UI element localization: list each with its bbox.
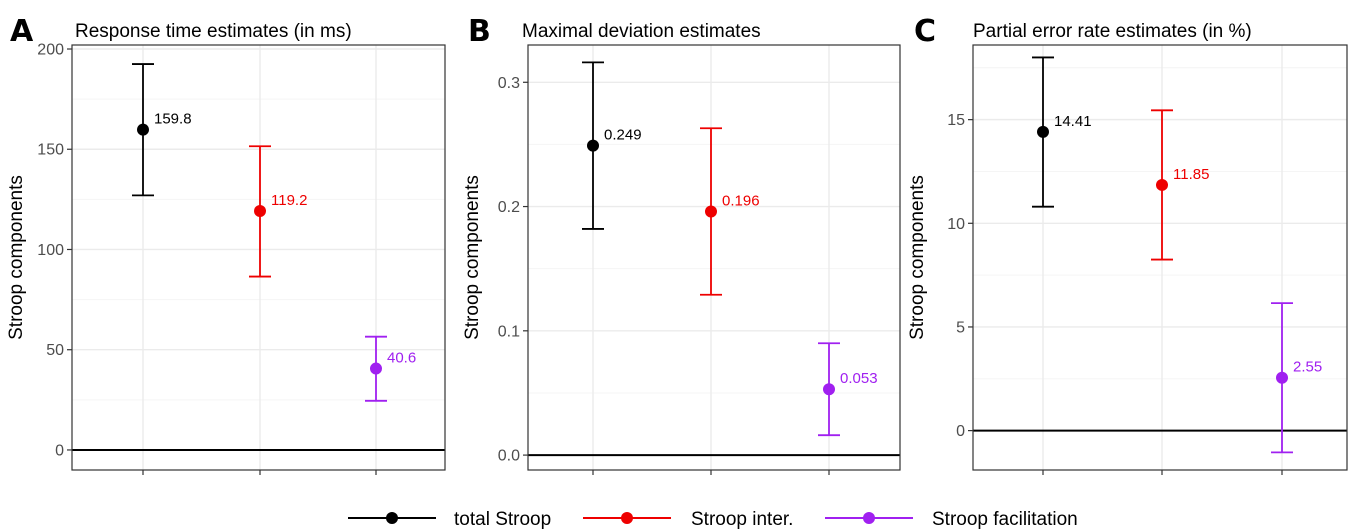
- error-bar-stroop-inter: 119.2: [249, 145, 307, 278]
- panel-letter: B: [468, 14, 491, 49]
- estimate-point: [370, 362, 382, 375]
- legend-key-point: [863, 512, 875, 524]
- estimate-point: [1156, 178, 1168, 191]
- panel-c: 0 5 10 15 14.41 11.85 2.55 C Partial error rate …: [907, 14, 1348, 475]
- error-bar-stroop-facilitation: 40.6: [365, 335, 416, 402]
- panel-border: [972, 44, 1348, 471]
- estimate-point: [137, 123, 149, 136]
- value-label: 11.85: [1173, 166, 1209, 183]
- y-tick-label: 0.2: [498, 199, 520, 216]
- panel-letter: C: [914, 14, 936, 49]
- panel-title: Partial error rate estimates (in %): [973, 21, 1252, 42]
- y-tick-label: 200: [37, 42, 64, 59]
- value-label: 2.55: [1293, 359, 1322, 376]
- y-tick-label: 50: [46, 342, 64, 359]
- y-tick-label: 150: [37, 142, 64, 159]
- value-label: 0.249: [604, 127, 642, 144]
- panel-b: 0.0 0.1 0.2 0.3 0.249 0.196 0.053 B Maximal devi…: [462, 14, 901, 475]
- legend-key-point: [621, 512, 633, 524]
- panel-border: [71, 44, 446, 471]
- y-tick-label: 0: [956, 423, 965, 440]
- value-label: 14.41: [1054, 113, 1092, 130]
- error-bar-total-stroop: 159.8: [132, 63, 192, 197]
- error-bar-total-stroop: 14.41: [1032, 56, 1092, 208]
- estimate-point: [1276, 371, 1288, 384]
- value-label: 40.6: [387, 350, 416, 367]
- y-axis-label: Stroop components: [907, 175, 928, 340]
- legend-key-point: [386, 512, 398, 524]
- y-tick-label: 0.0: [498, 448, 520, 465]
- value-label: 119.2: [271, 192, 307, 209]
- y-tick-label: 5: [956, 319, 965, 336]
- y-tick-label: 100: [37, 242, 64, 259]
- legend-label: Stroop facilitation: [932, 509, 1078, 529]
- legend-item: total Stroop: [348, 509, 551, 529]
- value-label: 0.053: [840, 370, 878, 387]
- panel-title: Response time estimates (in ms): [75, 21, 352, 42]
- y-tick-label: 0.3: [498, 75, 520, 92]
- y-axis-label: Stroop components: [462, 175, 483, 340]
- value-label: 0.196: [722, 193, 760, 210]
- error-bar-stroop-facilitation: 2.55: [1271, 302, 1322, 454]
- y-tick-label: 10: [947, 216, 965, 233]
- error-bar-stroop-inter: 11.85: [1151, 109, 1209, 261]
- panel-title: Maximal deviation estimates: [522, 21, 761, 42]
- error-bar-stroop-inter: 0.196: [700, 127, 760, 296]
- y-tick-label: 0: [55, 442, 64, 459]
- estimate-point: [587, 139, 599, 152]
- y-axis-label: Stroop components: [6, 175, 27, 340]
- panel-a: 0 50 100 150 200 159.8 119.2 40.6 A Response time…: [6, 14, 446, 475]
- panel-letter: A: [10, 14, 34, 49]
- error-bar-total-stroop: 0.249: [582, 61, 642, 230]
- legend-label: total Stroop: [454, 509, 551, 529]
- panel-border: [527, 44, 901, 471]
- y-tick-label: 0.1: [498, 323, 520, 340]
- legend-item: Stroop facilitation: [825, 509, 1078, 529]
- legend: total Stroop Stroop inter. Stroop facilita…: [348, 509, 1078, 529]
- estimate-point: [823, 383, 835, 396]
- estimate-point: [254, 204, 266, 217]
- error-bar-stroop-facilitation: 0.053: [818, 342, 878, 437]
- value-label: 159.8: [154, 111, 192, 128]
- estimate-point: [1037, 125, 1049, 138]
- legend-item: Stroop inter.: [583, 509, 793, 529]
- legend-label: Stroop inter.: [691, 509, 793, 529]
- estimate-point: [705, 205, 717, 218]
- y-tick-label: 15: [947, 112, 965, 129]
